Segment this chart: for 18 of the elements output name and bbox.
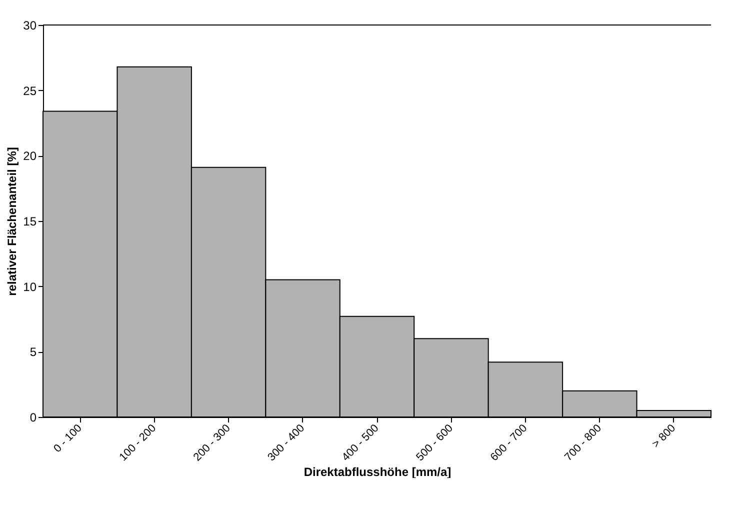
y-axis-title: relativer Flächenanteil [%] — [5, 147, 20, 296]
x-axis-title: Direktabflusshöhe [mm/a] — [304, 464, 452, 479]
x-tick-label: 0 - 100 — [52, 422, 84, 455]
x-tick-label: 600 - 700 — [488, 422, 530, 464]
x-tick-label: 700 - 800 — [562, 422, 604, 464]
y-tick-label: 15 — [23, 214, 37, 228]
x-tick-label: 100 - 200 — [117, 422, 159, 464]
y-tick-label: 20 — [23, 149, 37, 164]
x-tick-label: 400 - 500 — [340, 422, 382, 464]
y-tick-label: 0 — [30, 410, 37, 424]
y-tick-label: 30 — [23, 18, 37, 32]
y-tick-label: 5 — [30, 345, 37, 360]
y-tick-label: 25 — [23, 84, 37, 98]
y-tick-label: 10 — [23, 280, 37, 294]
x-tick-label: 300 - 400 — [266, 422, 308, 464]
x-tick-label: > 800 — [650, 422, 678, 450]
x-tick-label: 200 - 300 — [191, 422, 233, 464]
x-tick-label: 500 - 600 — [414, 422, 456, 464]
